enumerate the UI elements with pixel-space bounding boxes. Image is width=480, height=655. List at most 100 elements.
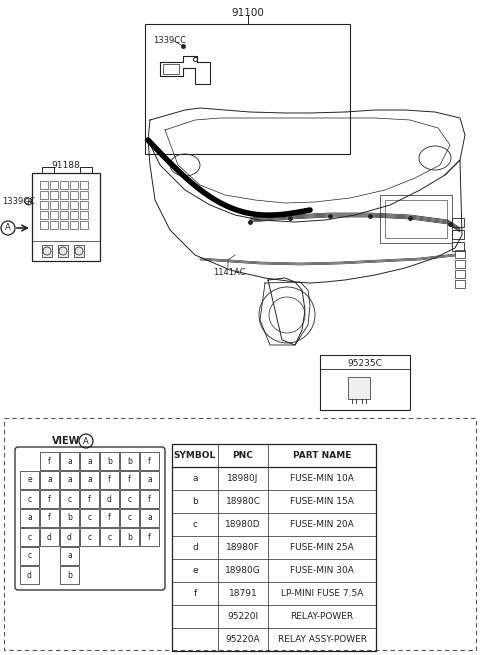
- Text: a: a: [87, 457, 92, 466]
- Text: 95220A: 95220A: [226, 635, 260, 644]
- Text: a: a: [192, 474, 198, 483]
- Text: PART NAME: PART NAME: [293, 451, 351, 460]
- Bar: [40, 181, 48, 189]
- Text: c: c: [192, 520, 197, 529]
- Bar: [80, 181, 88, 189]
- Text: 1141AC: 1141AC: [213, 268, 245, 277]
- Text: 18980C: 18980C: [226, 497, 261, 506]
- Text: f: f: [48, 514, 51, 523]
- Text: f: f: [108, 476, 111, 485]
- Text: 95220I: 95220I: [228, 612, 259, 621]
- Bar: [70, 221, 78, 229]
- Text: FUSE-MIN 30A: FUSE-MIN 30A: [290, 566, 354, 575]
- Bar: [80, 528, 99, 546]
- Bar: [32, 241, 100, 261]
- Text: RELAY-POWER: RELAY-POWER: [290, 612, 354, 621]
- Text: c: c: [27, 552, 32, 561]
- Bar: [42, 245, 52, 257]
- Bar: [120, 528, 139, 546]
- Text: c: c: [27, 495, 32, 504]
- Bar: [120, 471, 139, 489]
- Text: d: d: [27, 571, 32, 580]
- Bar: [60, 452, 79, 470]
- Text: f: f: [108, 514, 111, 523]
- Text: 1339CC: 1339CC: [2, 196, 35, 206]
- Text: f: f: [148, 495, 151, 504]
- Bar: [80, 509, 99, 527]
- Bar: [120, 509, 139, 527]
- Text: 91188: 91188: [52, 161, 80, 170]
- Text: A: A: [5, 223, 11, 233]
- Bar: [120, 490, 139, 508]
- Bar: [32, 173, 100, 261]
- Text: 18980F: 18980F: [226, 543, 260, 552]
- Bar: [40, 211, 48, 219]
- Bar: [50, 211, 58, 219]
- Bar: [455, 250, 465, 258]
- Text: b: b: [127, 457, 132, 466]
- Bar: [60, 181, 68, 189]
- Bar: [20, 547, 39, 565]
- Bar: [40, 191, 48, 199]
- Bar: [20, 566, 39, 584]
- Text: c: c: [27, 533, 32, 542]
- Text: b: b: [192, 497, 198, 506]
- Bar: [80, 221, 88, 229]
- Text: f: f: [88, 495, 91, 504]
- Text: d: d: [192, 543, 198, 552]
- Bar: [60, 211, 68, 219]
- Bar: [40, 490, 59, 508]
- Bar: [140, 452, 159, 470]
- Text: SYMBOL: SYMBOL: [174, 451, 216, 460]
- Bar: [120, 452, 139, 470]
- Text: b: b: [67, 514, 72, 523]
- Bar: [100, 490, 119, 508]
- Bar: [60, 566, 79, 584]
- Bar: [452, 242, 464, 251]
- Bar: [60, 528, 79, 546]
- Text: e: e: [27, 476, 32, 485]
- Bar: [50, 181, 58, 189]
- Bar: [455, 280, 465, 288]
- Bar: [380, 195, 452, 243]
- Text: d: d: [107, 495, 112, 504]
- Bar: [385, 200, 447, 238]
- Bar: [140, 471, 159, 489]
- Text: FUSE-MIN 10A: FUSE-MIN 10A: [290, 474, 354, 483]
- Bar: [70, 181, 78, 189]
- Text: c: c: [108, 533, 111, 542]
- Bar: [40, 471, 59, 489]
- Text: f: f: [48, 495, 51, 504]
- Text: f: f: [148, 457, 151, 466]
- Bar: [40, 201, 48, 209]
- Text: e: e: [192, 566, 198, 575]
- Bar: [20, 490, 39, 508]
- Text: f: f: [148, 533, 151, 542]
- Bar: [100, 471, 119, 489]
- Text: c: c: [127, 514, 132, 523]
- Text: 18791: 18791: [228, 589, 257, 598]
- Bar: [80, 490, 99, 508]
- Text: a: a: [67, 552, 72, 561]
- Text: c: c: [87, 533, 92, 542]
- Text: a: a: [67, 457, 72, 466]
- Text: RELAY ASSY-POWER: RELAY ASSY-POWER: [277, 635, 367, 644]
- Bar: [58, 245, 68, 257]
- Bar: [80, 167, 92, 173]
- Bar: [60, 201, 68, 209]
- Bar: [60, 509, 79, 527]
- Bar: [60, 547, 79, 565]
- Bar: [100, 509, 119, 527]
- Bar: [145, 24, 350, 154]
- Text: a: a: [147, 476, 152, 485]
- Text: b: b: [67, 571, 72, 580]
- Bar: [80, 471, 99, 489]
- Text: a: a: [47, 476, 52, 485]
- Text: VIEW: VIEW: [52, 436, 80, 446]
- Bar: [40, 452, 59, 470]
- Text: A: A: [83, 436, 89, 445]
- Bar: [50, 191, 58, 199]
- Bar: [100, 528, 119, 546]
- Bar: [70, 191, 78, 199]
- Text: c: c: [127, 495, 132, 504]
